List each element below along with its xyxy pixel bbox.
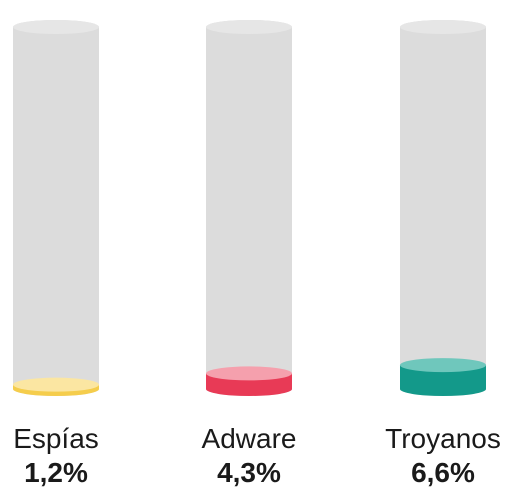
- cylinder-tube-top: [400, 20, 486, 34]
- cylinder-tube-top: [13, 20, 99, 34]
- category-label-group: Troyanos 6,6%: [363, 422, 513, 490]
- cylinder-tube-top: [206, 20, 292, 34]
- category-label-group: Espías 1,2%: [0, 422, 136, 490]
- cylinder-chart: [13, 20, 486, 396]
- cylinder-tube: [206, 20, 292, 396]
- category-label: Troyanos: [385, 423, 501, 454]
- bar-fill-top: [13, 377, 99, 392]
- category-label: Espías: [13, 423, 99, 454]
- bars-group: [13, 20, 486, 396]
- cylinder-tube: [13, 20, 99, 396]
- value-label: 1,2%: [24, 457, 88, 488]
- bar-fill-top: [400, 358, 486, 373]
- bar-fill-top: [206, 366, 292, 381]
- bar-fill: [400, 365, 486, 396]
- value-label: 6,6%: [411, 457, 475, 488]
- category-label: Adware: [201, 423, 297, 454]
- value-label: 4,3%: [217, 457, 281, 488]
- category-label-group: Adware 4,3%: [169, 422, 329, 490]
- cylinder-tube: [400, 20, 486, 396]
